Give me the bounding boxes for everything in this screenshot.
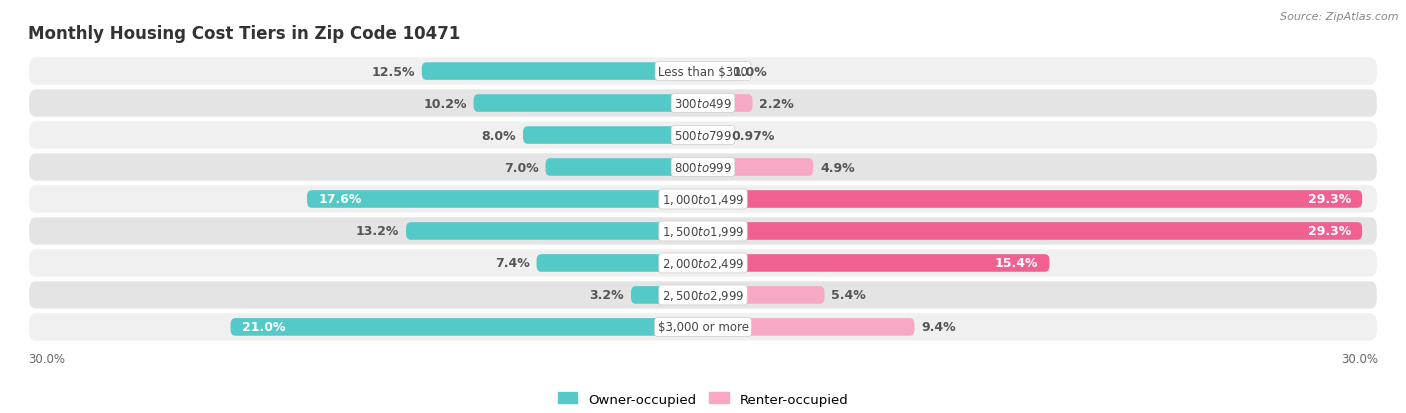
FancyBboxPatch shape xyxy=(631,287,703,304)
Text: $800 to $999: $800 to $999 xyxy=(673,161,733,174)
FancyBboxPatch shape xyxy=(703,127,725,145)
Text: 29.3%: 29.3% xyxy=(1308,225,1351,238)
FancyBboxPatch shape xyxy=(28,217,1378,246)
FancyBboxPatch shape xyxy=(703,159,813,176)
Text: 9.4%: 9.4% xyxy=(921,320,956,334)
Text: Less than $300: Less than $300 xyxy=(658,65,748,78)
FancyBboxPatch shape xyxy=(703,95,752,113)
Text: Monthly Housing Cost Tiers in Zip Code 10471: Monthly Housing Cost Tiers in Zip Code 1… xyxy=(28,24,461,43)
Text: $1,500 to $1,999: $1,500 to $1,999 xyxy=(662,224,744,238)
FancyBboxPatch shape xyxy=(703,191,1362,208)
FancyBboxPatch shape xyxy=(28,249,1378,278)
Text: 30.0%: 30.0% xyxy=(1341,352,1378,365)
Text: 10.2%: 10.2% xyxy=(423,97,467,110)
FancyBboxPatch shape xyxy=(422,63,703,81)
Text: $1,000 to $1,499: $1,000 to $1,499 xyxy=(662,192,744,206)
Text: 1.0%: 1.0% xyxy=(733,65,768,78)
Text: Source: ZipAtlas.com: Source: ZipAtlas.com xyxy=(1281,12,1399,22)
FancyBboxPatch shape xyxy=(703,254,1049,272)
Text: $3,000 or more: $3,000 or more xyxy=(658,320,748,334)
FancyBboxPatch shape xyxy=(703,63,725,81)
Text: $2,500 to $2,999: $2,500 to $2,999 xyxy=(662,288,744,302)
FancyBboxPatch shape xyxy=(537,254,703,272)
Text: 15.4%: 15.4% xyxy=(994,257,1038,270)
FancyBboxPatch shape xyxy=(703,287,824,304)
FancyBboxPatch shape xyxy=(703,223,1362,240)
FancyBboxPatch shape xyxy=(28,153,1378,182)
Text: 2.2%: 2.2% xyxy=(759,97,794,110)
FancyBboxPatch shape xyxy=(546,159,703,176)
FancyBboxPatch shape xyxy=(28,121,1378,150)
Text: 5.4%: 5.4% xyxy=(831,289,866,302)
FancyBboxPatch shape xyxy=(28,313,1378,342)
Text: 29.3%: 29.3% xyxy=(1308,193,1351,206)
Text: 4.9%: 4.9% xyxy=(820,161,855,174)
FancyBboxPatch shape xyxy=(28,280,1378,310)
FancyBboxPatch shape xyxy=(28,185,1378,214)
FancyBboxPatch shape xyxy=(28,89,1378,119)
FancyBboxPatch shape xyxy=(703,318,914,336)
Text: 7.0%: 7.0% xyxy=(503,161,538,174)
Text: 21.0%: 21.0% xyxy=(242,320,285,334)
FancyBboxPatch shape xyxy=(307,191,703,208)
FancyBboxPatch shape xyxy=(231,318,703,336)
FancyBboxPatch shape xyxy=(406,223,703,240)
Text: 13.2%: 13.2% xyxy=(356,225,399,238)
Legend: Owner-occupied, Renter-occupied: Owner-occupied, Renter-occupied xyxy=(553,387,853,411)
FancyBboxPatch shape xyxy=(28,57,1378,87)
Text: 12.5%: 12.5% xyxy=(371,65,415,78)
Text: $2,000 to $2,499: $2,000 to $2,499 xyxy=(662,256,744,270)
FancyBboxPatch shape xyxy=(523,127,703,145)
Text: $500 to $799: $500 to $799 xyxy=(673,129,733,142)
Text: 7.4%: 7.4% xyxy=(495,257,530,270)
Text: 8.0%: 8.0% xyxy=(482,129,516,142)
Text: 3.2%: 3.2% xyxy=(589,289,624,302)
Text: 0.97%: 0.97% xyxy=(731,129,775,142)
FancyBboxPatch shape xyxy=(474,95,703,113)
Text: 17.6%: 17.6% xyxy=(318,193,361,206)
Text: $300 to $499: $300 to $499 xyxy=(673,97,733,110)
Text: 30.0%: 30.0% xyxy=(28,352,65,365)
